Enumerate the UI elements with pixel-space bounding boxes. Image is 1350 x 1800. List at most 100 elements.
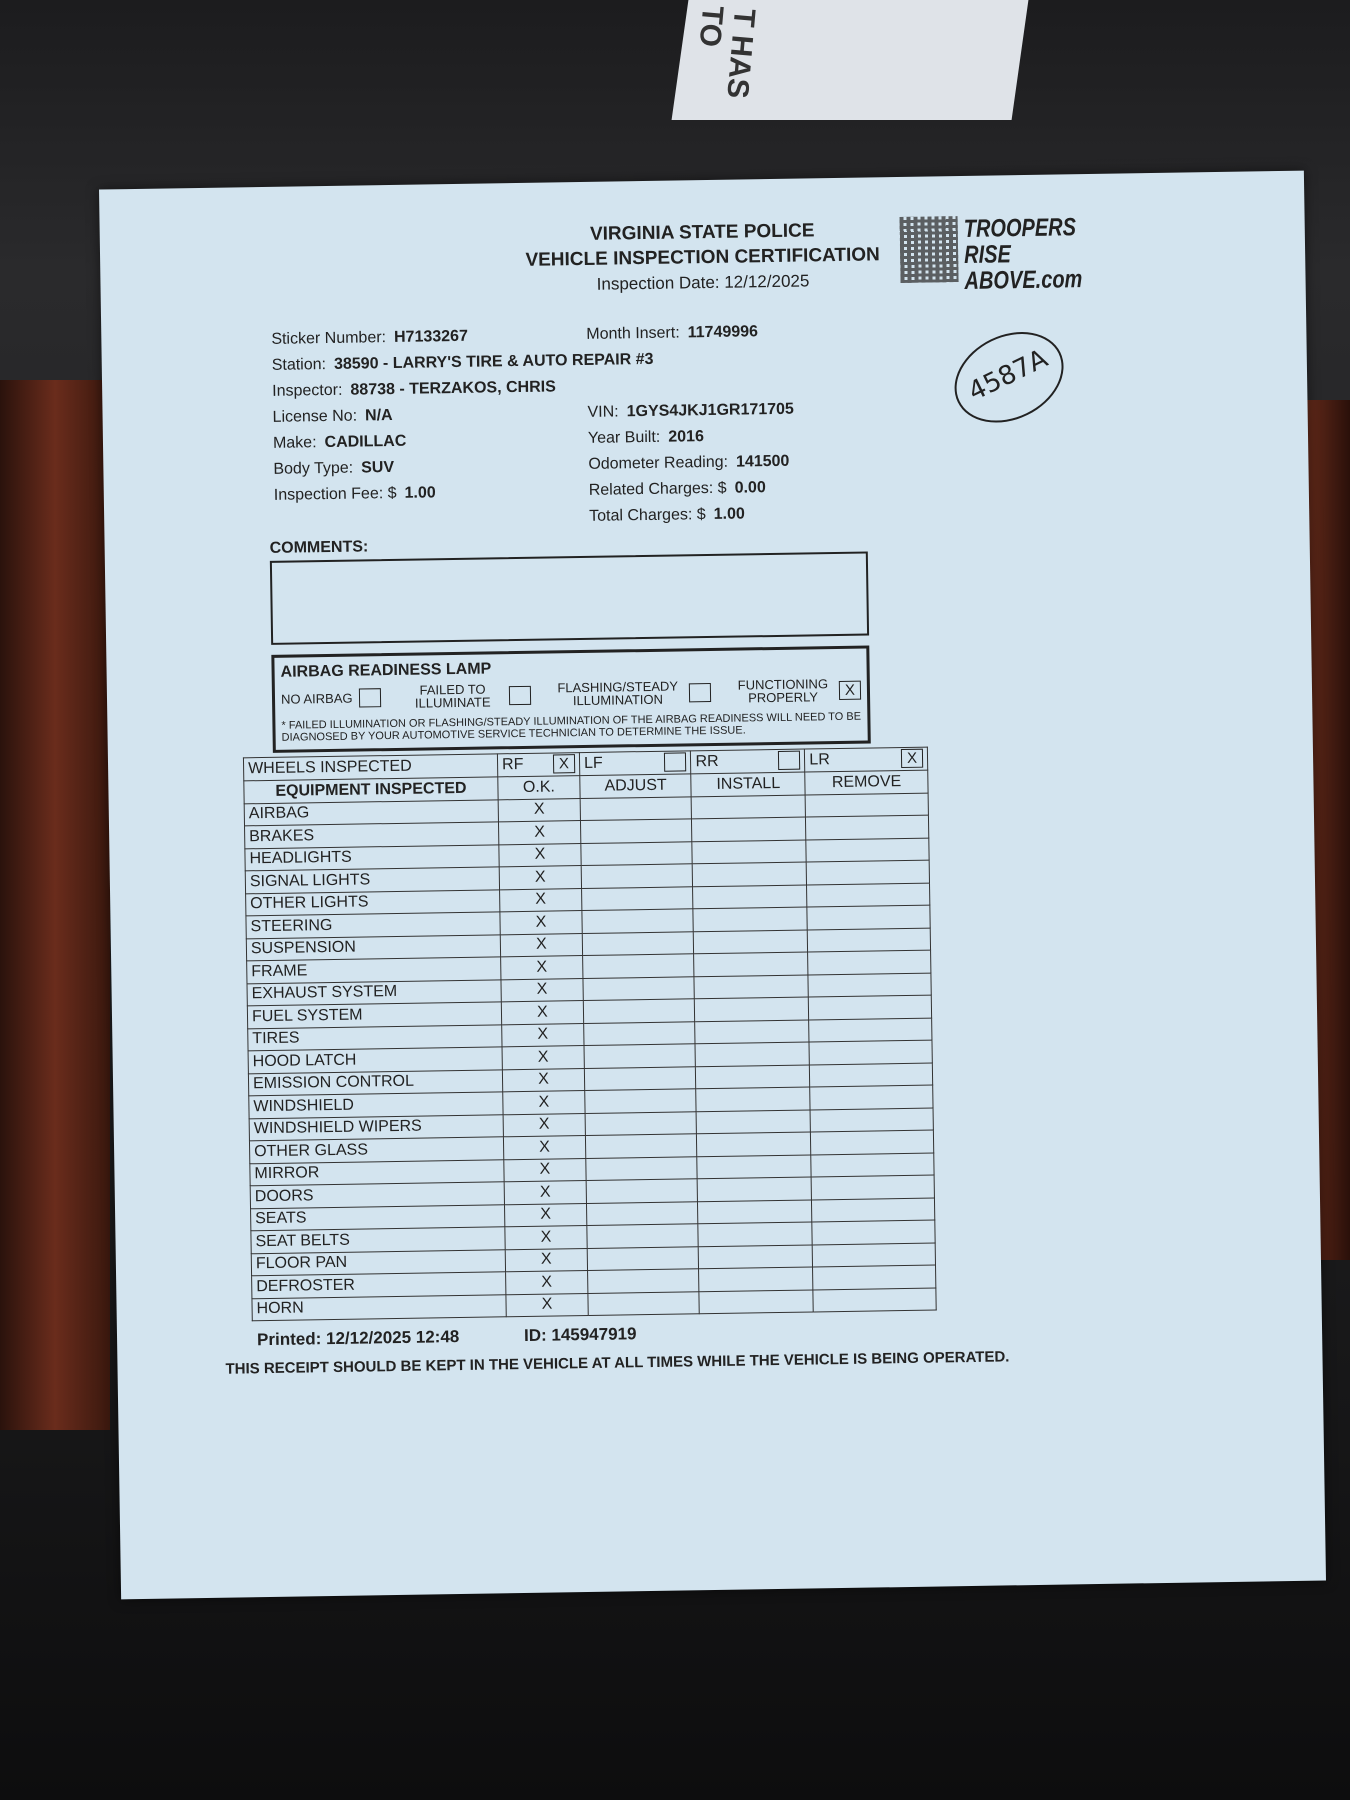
wood-trim-left bbox=[0, 380, 110, 1430]
ok-mark: X bbox=[501, 1000, 584, 1025]
empty-cell bbox=[805, 792, 929, 818]
checkbox-icon bbox=[778, 750, 801, 770]
empty-cell bbox=[809, 1085, 934, 1110]
qr-code-icon bbox=[899, 216, 959, 283]
empty-cell bbox=[586, 1201, 699, 1226]
airbag-section: AIRBAG READINESS LAMP NO AIRBAG FAILED TO… bbox=[271, 645, 871, 753]
empty-cell bbox=[696, 1109, 811, 1134]
empty-cell bbox=[694, 952, 809, 977]
field-value: N/A bbox=[364, 406, 393, 425]
troopers-logo: TROOPERS RISE ABOVE.com bbox=[899, 213, 1112, 295]
ok-mark: X bbox=[501, 1023, 584, 1047]
field-row: Odometer Reading: 141500 bbox=[588, 449, 795, 478]
field-value: 1.00 bbox=[404, 484, 436, 502]
empty-cell bbox=[813, 1287, 937, 1312]
inspection-certificate: VIRGINIA STATE POLICE VEHICLE INSPECTION… bbox=[99, 170, 1326, 1600]
field-label: Inspection Fee: $ bbox=[273, 484, 397, 504]
background-paper-text: T HAS TO bbox=[692, 4, 761, 100]
field-value: 2016 bbox=[668, 428, 705, 446]
empty-cell bbox=[805, 815, 929, 840]
field-value: H7133267 bbox=[393, 327, 469, 346]
empty-cell bbox=[809, 1040, 933, 1065]
empty-cell bbox=[692, 884, 808, 909]
field-label: Month Insert: bbox=[586, 324, 680, 343]
empty-cell bbox=[692, 839, 807, 864]
field-value: 1GYS4JKJ1GR171705 bbox=[626, 400, 795, 421]
ok-mark: X bbox=[502, 1045, 585, 1070]
empty-cell bbox=[812, 1220, 936, 1245]
header: VIRGINIA STATE POLICE VEHICLE INSPECTION… bbox=[100, 211, 1306, 305]
airbag-option: NO AIRBAG bbox=[281, 687, 381, 709]
empty-cell bbox=[811, 1197, 935, 1222]
field-label: Inspector: bbox=[272, 381, 343, 400]
column-header: REMOVE bbox=[805, 770, 929, 795]
empty-cell bbox=[807, 927, 931, 953]
ok-mark: X bbox=[498, 820, 581, 845]
field-label: Make: bbox=[272, 434, 317, 452]
wheel-label: RF bbox=[501, 755, 524, 774]
comments-box bbox=[269, 551, 870, 645]
handwritten-note: 4587A bbox=[939, 314, 1079, 440]
empty-cell bbox=[695, 1064, 810, 1089]
airbag-option: FAILED TO ILLUMINATE bbox=[402, 682, 531, 711]
empty-cell bbox=[583, 1021, 696, 1046]
airbag-option: FLASHING/STEADY ILLUMINATION bbox=[553, 678, 711, 709]
equipment-item: HORN bbox=[251, 1294, 507, 1321]
empty-cell bbox=[694, 997, 809, 1022]
column-header: INSTALL bbox=[691, 772, 806, 797]
ok-mark: X bbox=[504, 1180, 587, 1205]
wheel-lr: LR X bbox=[804, 747, 928, 773]
empty-cell bbox=[693, 907, 808, 932]
empty-cell bbox=[697, 1199, 813, 1224]
empty-cell bbox=[581, 863, 693, 889]
empty-cell bbox=[699, 1289, 814, 1314]
ok-mark: X bbox=[504, 1203, 587, 1227]
ok-mark: X bbox=[502, 1090, 585, 1115]
empty-cell bbox=[695, 1019, 810, 1044]
ok-mark: X bbox=[505, 1270, 588, 1295]
empty-cell bbox=[586, 1223, 699, 1249]
ok-mark: X bbox=[505, 1293, 589, 1317]
field-label: Related Charges: $ bbox=[588, 479, 727, 499]
checkbox-icon bbox=[508, 685, 531, 705]
field-row: Total Charges: $ 1.00 bbox=[589, 501, 796, 530]
ok-mark: X bbox=[500, 955, 583, 980]
field-value: 11749996 bbox=[687, 323, 759, 342]
empty-cell bbox=[810, 1107, 934, 1132]
empty-cell bbox=[582, 931, 695, 956]
field-value: 88738 - TERZAKOS, CHRIS bbox=[350, 378, 556, 399]
wheel-label: LR bbox=[809, 751, 830, 769]
receipt-id: ID: 145947919 bbox=[523, 1324, 637, 1346]
empty-cell bbox=[811, 1152, 935, 1177]
field-row: VIN: 1GYS4JKJ1GR171705 bbox=[587, 397, 794, 426]
empty-cell bbox=[580, 818, 693, 844]
ok-mark: X bbox=[503, 1158, 587, 1182]
empty-cell bbox=[697, 1176, 812, 1202]
empty-cell bbox=[586, 1178, 698, 1204]
airbag-option-label: FLASHING/STEADY ILLUMINATION bbox=[557, 678, 679, 709]
wheel-lf: LF bbox=[579, 750, 692, 776]
empty-cell bbox=[807, 905, 931, 930]
empty-cell bbox=[582, 953, 695, 979]
empty-cell bbox=[585, 1133, 698, 1159]
checkbox-icon bbox=[688, 682, 711, 702]
empty-cell bbox=[698, 1221, 813, 1247]
empty-cell bbox=[810, 1130, 934, 1155]
ok-mark: X bbox=[505, 1248, 588, 1272]
field-label: VIN: bbox=[587, 403, 619, 421]
ok-mark: X bbox=[502, 1068, 585, 1092]
ok-mark: X bbox=[499, 910, 583, 935]
field-label: Body Type: bbox=[273, 459, 354, 478]
airbag-option: FUNCTIONING PROPERLY X bbox=[733, 676, 862, 705]
keep-receipt-notice: THIS RECEIPT SHOULD BE KEPT IN THE VEHIC… bbox=[225, 1348, 1010, 1378]
empty-cell bbox=[692, 862, 807, 887]
field-row: Related Charges: $ 0.00 bbox=[589, 475, 796, 504]
field-row: Month Insert: 11749996 bbox=[586, 319, 793, 348]
ok-mark: X bbox=[500, 933, 583, 957]
empty-cell bbox=[587, 1246, 699, 1271]
airbag-note: * FAILED ILLUMINATION OR FLASHING/STEADY… bbox=[281, 710, 862, 744]
empty-cell bbox=[694, 974, 809, 999]
form-body: COMMENTS: AIRBAG READINESS LAMP NO AIRBA… bbox=[225, 530, 1009, 1378]
ok-mark: X bbox=[504, 1225, 588, 1250]
wheel-rf: RF X bbox=[497, 752, 580, 777]
